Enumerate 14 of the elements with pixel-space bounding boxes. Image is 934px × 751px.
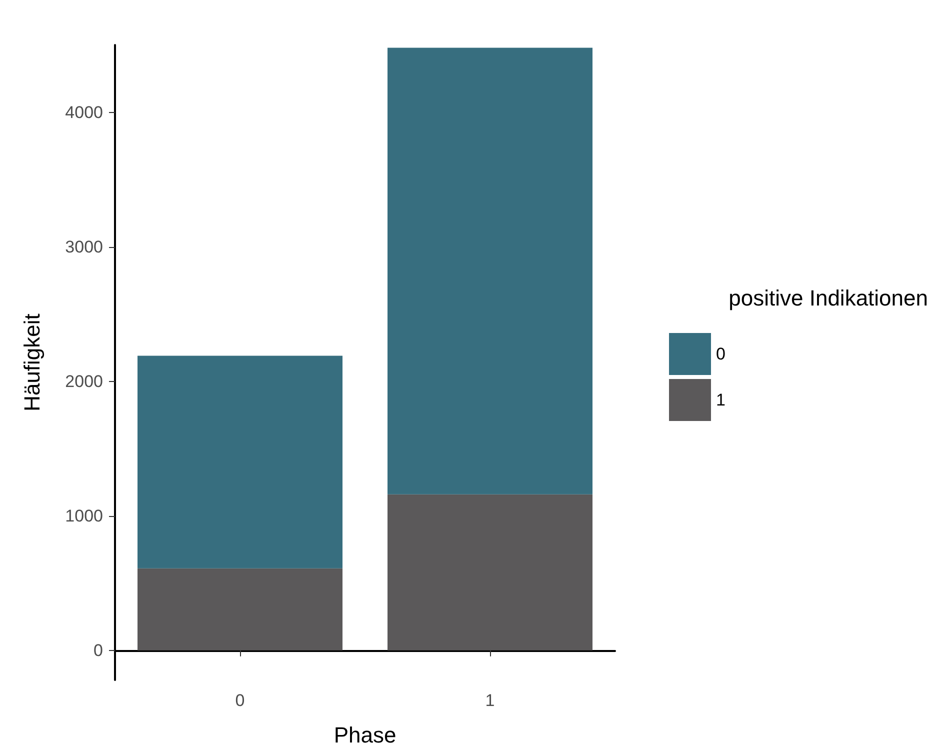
text: 0 <box>716 344 726 364</box>
y-tick-label: 3000 <box>65 237 103 256</box>
y-tick-label: 2000 <box>65 372 103 391</box>
legend-title: positive Indikationen <box>728 286 928 310</box>
bar <box>388 494 592 650</box>
bar <box>138 356 342 568</box>
x-axis-title: Phase <box>334 722 396 748</box>
y-tick-label: 1000 <box>65 506 103 526</box>
text: 1 <box>716 390 726 410</box>
y-tick-label: 4000 <box>65 102 103 122</box>
bar <box>138 568 342 650</box>
y-axis-title: Häufigkeit <box>20 314 44 412</box>
bar <box>388 48 592 494</box>
y-tick-label: 0 <box>94 640 103 660</box>
